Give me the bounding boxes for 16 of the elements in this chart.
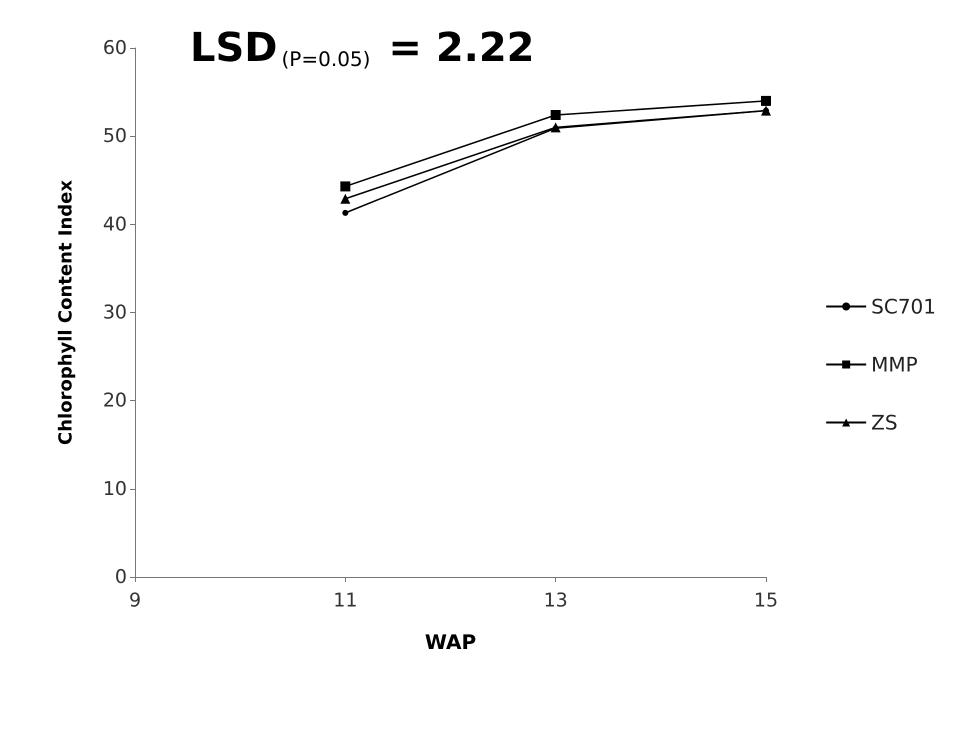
x-tick-label: 15 (754, 590, 778, 612)
legend-label: MMP (871, 352, 918, 376)
y-tick-label: 40 (102, 213, 127, 236)
x-tick-label: 9 (128, 590, 142, 612)
y-tick-label: 10 (102, 478, 127, 500)
y-tick-label: 0 (114, 566, 127, 588)
y-tick-label: 30 (102, 302, 127, 324)
y-tick-label: 20 (102, 390, 127, 412)
x-tick-label: 11 (333, 590, 358, 612)
y-axis-title: Chlorophyll Content Index (56, 180, 76, 445)
legend-label: SC701 (871, 294, 936, 318)
y-tick-label: 50 (102, 125, 127, 148)
legend-label: ZS (871, 410, 898, 434)
x-tick-label: 13 (544, 590, 568, 612)
x-axis-title: WAP (424, 630, 476, 654)
y-tick-label: 60 (102, 37, 127, 59)
